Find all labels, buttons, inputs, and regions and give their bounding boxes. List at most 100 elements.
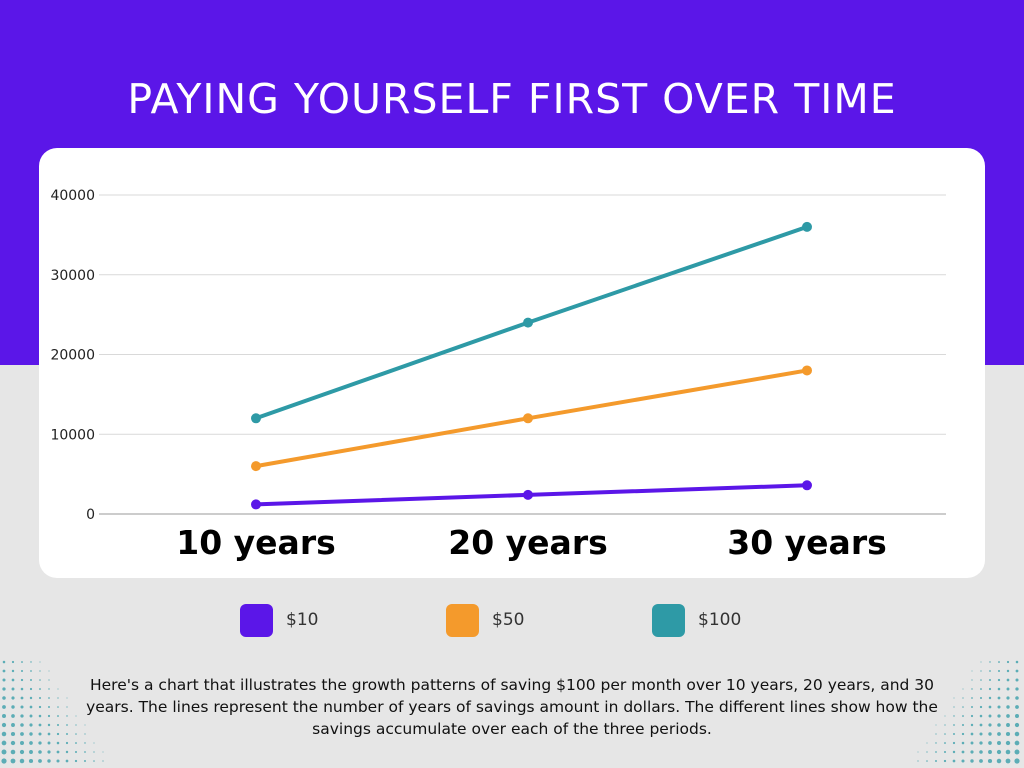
decorative-dot — [20, 669, 24, 673]
decorative-dot — [66, 697, 68, 699]
decorative-dot — [980, 688, 982, 690]
decorative-dot — [962, 697, 964, 699]
decorative-dot — [66, 706, 68, 708]
decorative-dot — [29, 741, 33, 745]
decorative-dot — [971, 670, 973, 672]
legend-swatch — [652, 603, 685, 637]
decorative-dot — [30, 679, 32, 681]
y-tick-label: 30000 — [50, 268, 95, 284]
decorative-dot — [1014, 740, 1020, 746]
decorative-dot — [944, 733, 946, 735]
series-lines — [254, 224, 809, 507]
decorative-dot — [66, 715, 68, 717]
decorative-dot — [962, 688, 964, 690]
data-point — [251, 413, 261, 424]
y-tick-label: 0 — [86, 507, 95, 523]
data-point — [802, 221, 812, 232]
decorative-dot — [2, 696, 6, 700]
gridlines — [99, 194, 946, 515]
y-axis-ticks: 0 10000 20000 30000 40000 — [50, 188, 95, 523]
decorative-dot — [93, 742, 95, 744]
decorative-dot — [997, 732, 1001, 736]
decorative-dot — [997, 678, 1001, 682]
decorative-dot — [997, 687, 1001, 691]
decorative-dot — [48, 688, 50, 690]
decorative-dot — [20, 714, 24, 718]
decorative-dot — [970, 741, 974, 745]
decorative-dot — [1005, 749, 1011, 755]
decorative-dot — [20, 678, 24, 682]
decorative-dot — [971, 688, 973, 690]
decorative-dot — [11, 714, 15, 718]
decorative-dot — [952, 750, 956, 754]
decorative-dot — [56, 732, 60, 736]
decorative-dot — [935, 751, 937, 753]
decorative-dot — [1015, 687, 1019, 691]
decorative-dot — [21, 661, 23, 663]
decorative-dot — [38, 723, 42, 727]
decorative-dot — [47, 714, 51, 718]
legend-swatch — [446, 603, 479, 637]
decorative-dot — [84, 760, 86, 762]
decorative-dot — [979, 723, 983, 727]
decorative-dot — [38, 741, 42, 745]
legend: $10 $50 $100 — [0, 600, 1024, 640]
decorative-dot — [20, 687, 24, 691]
decorative-dot — [997, 696, 1001, 700]
x-tick-label: 30 years — [727, 523, 887, 562]
decorative-dot — [19, 749, 25, 755]
decorative-dot — [935, 733, 937, 735]
decorative-dot — [11, 660, 15, 664]
decorative-dot — [75, 733, 77, 735]
data-point — [802, 480, 812, 491]
decorative-dot — [48, 706, 50, 708]
decorative-dot — [988, 732, 992, 736]
decorative-dot — [1005, 731, 1011, 737]
decorative-dot — [84, 724, 86, 726]
decorative-dot — [1006, 714, 1010, 718]
decorative-dot — [998, 661, 1000, 663]
decorative-dot — [84, 742, 86, 744]
decorative-dot — [1014, 731, 1020, 737]
page-title: PAYING YOURSELF FIRST OVER TIME — [127, 75, 897, 124]
decorative-dot — [65, 750, 69, 754]
legend-label: $50 — [492, 610, 525, 630]
decorative-dot — [75, 742, 77, 744]
decorative-dot — [970, 750, 974, 754]
data-point — [523, 317, 533, 328]
decorative-dot — [997, 723, 1001, 727]
decorative-dot — [47, 732, 51, 736]
decorative-dot — [10, 740, 16, 746]
decorative-dot — [1006, 669, 1010, 673]
chart-card: 0 10000 20000 30000 40000 10 years 20 years 30… — [39, 148, 985, 578]
decorative-dot — [66, 733, 68, 735]
decorative-dot — [2, 678, 6, 682]
decorative-dot — [935, 742, 937, 744]
decorative-dot — [953, 715, 955, 717]
decorative-dot — [20, 696, 24, 700]
series-points — [251, 221, 812, 510]
decorative-dot — [944, 715, 946, 717]
decorative-dot — [988, 696, 992, 700]
decorative-dot — [2, 714, 6, 718]
decorative-dot — [29, 687, 33, 691]
decorative-dot — [1, 722, 7, 728]
data-point — [523, 413, 533, 424]
decorative-dot — [39, 670, 41, 672]
decorative-dot — [943, 759, 947, 763]
decorative-dot — [102, 751, 104, 753]
decorative-dot — [970, 759, 974, 763]
decorative-dot — [1006, 696, 1010, 700]
decorative-dot — [980, 670, 982, 672]
decorative-dot — [93, 760, 95, 762]
decorative-dot — [979, 705, 983, 709]
decorative-dot — [943, 750, 947, 754]
decorative-dot — [1014, 749, 1020, 755]
decorative-dot — [1015, 678, 1019, 682]
decorative-dot — [997, 705, 1001, 709]
decorative-dot — [102, 760, 104, 762]
decorative-dot — [11, 678, 15, 682]
decorative-dot — [2, 660, 6, 664]
decorative-dot — [953, 724, 955, 726]
decorative-dot — [989, 661, 991, 663]
